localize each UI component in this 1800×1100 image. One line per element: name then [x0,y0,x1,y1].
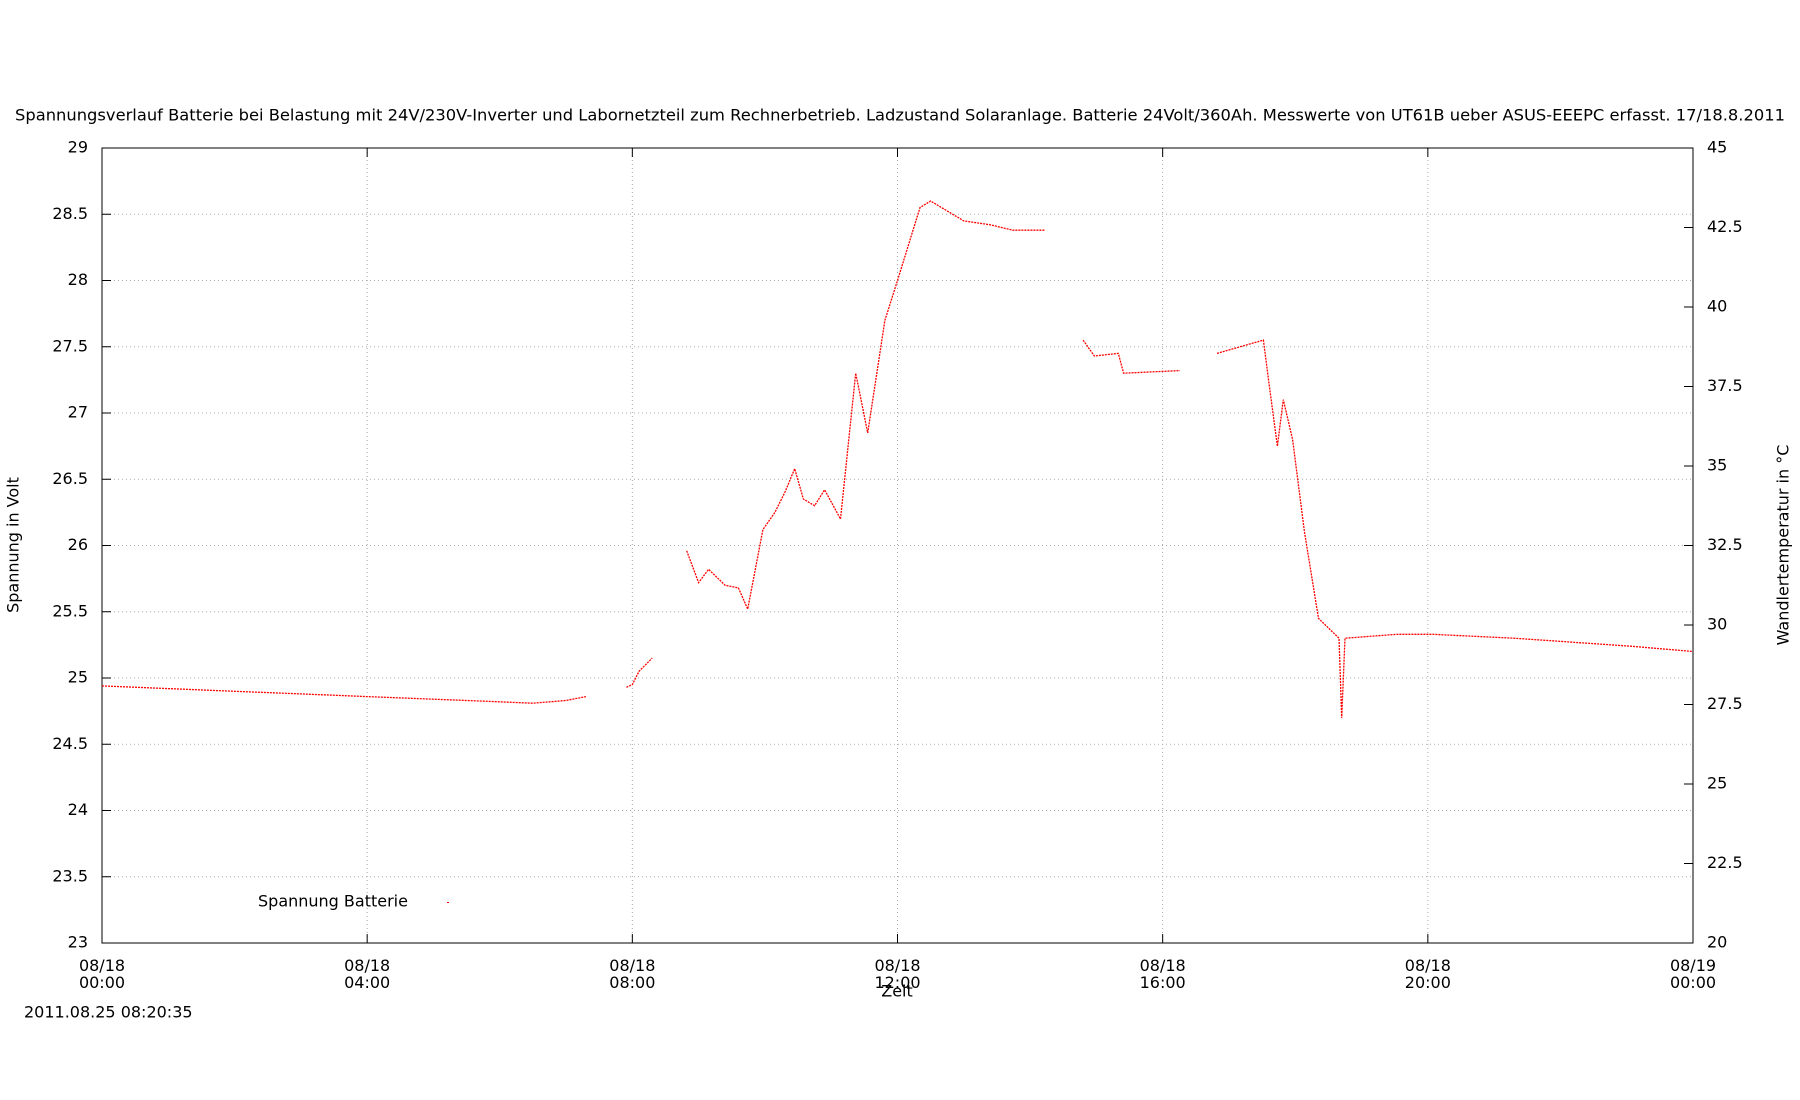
y2-tick-label: 37.5 [1707,376,1743,395]
x-tick-label: 08/18 00:00 [79,956,125,992]
legend-label: Spannung Batterie [258,892,408,911]
y2-tick-label: 22.5 [1707,853,1743,872]
x-tick-label: 08/18 20:00 [1405,956,1451,992]
y2-tick-label: 25 [1707,774,1727,793]
y2-tick-label: 45 [1707,138,1727,157]
x-tick-label: 08/18 08:00 [609,956,655,992]
x-tick-label: 08/18 12:00 [874,956,920,992]
y-axis-label: Spannung in Volt [4,477,23,613]
x-axis-label: Zeit [881,982,913,1001]
y2-axis-label: Wandlertemperatur in °C [1774,445,1793,646]
y2-tick-label: 27.5 [1707,694,1743,713]
y-tick-label: 24.5 [52,734,88,753]
y-tick-label: 24 [68,800,88,819]
y-tick-label: 26.5 [52,469,88,488]
y-tick-label: 27 [68,403,88,422]
y2-tick-label: 42.5 [1707,217,1743,236]
y-tick-label: 28 [68,270,88,289]
y2-tick-label: 30 [1707,615,1727,634]
y-tick-label: 26 [68,535,88,554]
y-tick-label: 25.5 [52,601,88,620]
y-tick-label: 25 [68,668,88,687]
y-tick-label: 23.5 [52,866,88,885]
y-tick-label: 29 [68,138,88,157]
footer: 2011.08.25 08:20:35 [24,1003,193,1022]
x-tick-label: 08/18 16:00 [1140,956,1186,992]
y-tick-label: 23 [68,933,88,952]
y-tick-label: 28.5 [52,204,88,223]
legend-marker [447,902,449,903]
chart-title: Spannungsverlauf Batterie bei Belastung … [15,106,1785,125]
data-line [101,200,1694,718]
y2-tick-label: 32.5 [1707,535,1743,554]
y2-tick-label: 40 [1707,297,1727,316]
x-tick-label: 08/19 00:00 [1670,956,1716,992]
y2-tick-label: 20 [1707,933,1727,952]
y2-tick-label: 35 [1707,456,1727,475]
x-tick-label: 08/18 04:00 [344,956,390,992]
y-tick-label: 27.5 [52,336,88,355]
plot-frame [101,147,1694,944]
